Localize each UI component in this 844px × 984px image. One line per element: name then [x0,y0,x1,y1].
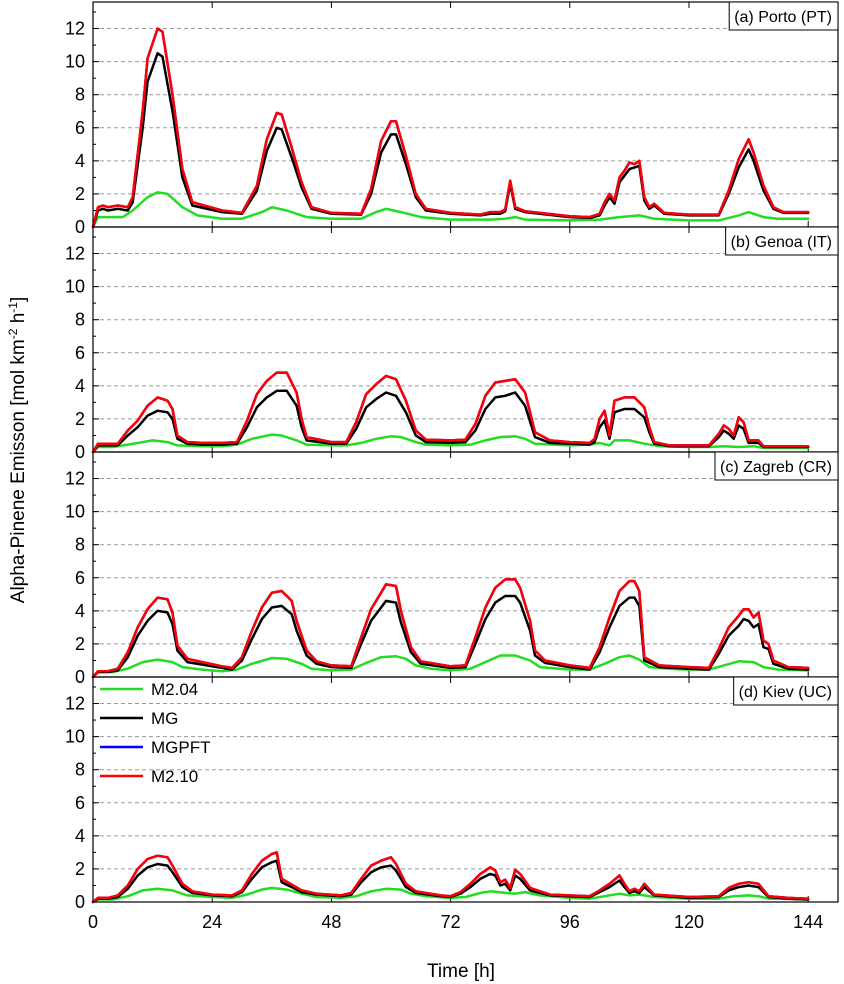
series-line-M2.10 [91,371,810,454]
legend: M2.04 MG MGPFT M2.10 [100,680,211,786]
x-axis-label: Time [h] [427,961,495,982]
panel-label-box [714,451,839,481]
y-tick-label: 4 [75,151,85,171]
x-tick-label: 144 [793,912,823,932]
series-line-M2.10 [91,578,810,679]
y-tick-label: 6 [75,118,85,138]
y-tick-label: 0 [75,217,85,237]
y-tick-label: 12 [65,694,85,714]
panel-label-box [728,1,839,31]
x-tick-label: 0 [88,912,98,932]
panel-label: (c) Zagreb (CR) [720,459,832,476]
y-tick-label: 2 [75,409,85,429]
y-tick-label: 10 [65,502,85,522]
legend-label: MGPFT [151,738,211,757]
panel-frame [92,676,839,903]
y-tick-label: 6 [75,568,85,588]
y-tick-label: 8 [75,760,85,780]
series-line-MG [91,52,810,229]
y-tick-label: 0 [75,892,85,912]
series-line-MG [91,594,810,679]
y-tick-label: 6 [75,343,85,363]
y-tick-label: 4 [75,601,85,621]
panel-label-box [733,676,839,706]
x-tick-label: 72 [441,912,461,932]
y-tick-label: 2 [75,184,85,204]
legend-label: M2.10 [151,767,198,786]
panel-label: (a) Porto (PT) [734,9,832,26]
panel-frame [92,451,839,678]
y-axis-label-end: ] [8,297,29,302]
y-tick-label: 8 [75,310,85,330]
y-axis-label: Alpha-Pinene Emisson [mol km-2 h-1] [6,297,29,603]
y-tick-label: 0 [75,667,85,687]
y-tick-label: 2 [75,634,85,654]
panel-label-box [725,226,839,256]
series-line-M2.04 [91,191,810,229]
x-tick-label: 24 [202,912,222,932]
y-tick-label: 8 [75,85,85,105]
y-tick-label: 12 [65,469,85,489]
y-tick-label: 10 [65,277,85,297]
y-tick-label: 0 [75,442,85,462]
series-line-M2.10 [91,27,810,229]
y-tick-label: 2 [75,859,85,879]
y-tick-label: 12 [65,244,85,264]
panel-frame [92,1,839,228]
y-tick-label: 6 [75,793,85,813]
y-axis-label-sup1: -2 [6,328,20,339]
y-axis-label-mid: h [8,313,29,329]
y-axis-label-sup2: -1 [6,302,20,313]
y-axis-label-main: Alpha-Pinene Emisson [mol km [8,339,29,603]
series-line-M2.10 [91,851,810,904]
y-tick-label: 8 [75,535,85,555]
y-tick-label: 4 [75,826,85,846]
legend-label: M2.04 [151,680,198,699]
y-tick-label: 10 [65,727,85,747]
panel-4: 0 2 4 6 8 10 12 (d) Kiev (UC) [65,676,839,912]
panel-frame [92,226,839,453]
panel-label: (d) Kiev (UC) [739,684,832,701]
x-tick-label: 120 [674,912,704,932]
panel-2: 0 2 4 6 8 10 12 (b) Genoa (IT) [65,226,839,462]
x-tick-label: 96 [560,912,580,932]
legend-label: MG [151,709,178,728]
x-tick-label: 48 [321,912,341,932]
panel-3: 0 2 4 6 8 10 12 (c) Zagreb (CR) [65,451,839,687]
panel-1: 0 2 4 6 8 10 12 (a) Porto (PT) [65,1,839,237]
y-tick-label: 12 [65,19,85,39]
y-tick-label: 10 [65,52,85,72]
panel-label: (b) Genoa (IT) [731,234,832,251]
y-tick-label: 4 [75,376,85,396]
